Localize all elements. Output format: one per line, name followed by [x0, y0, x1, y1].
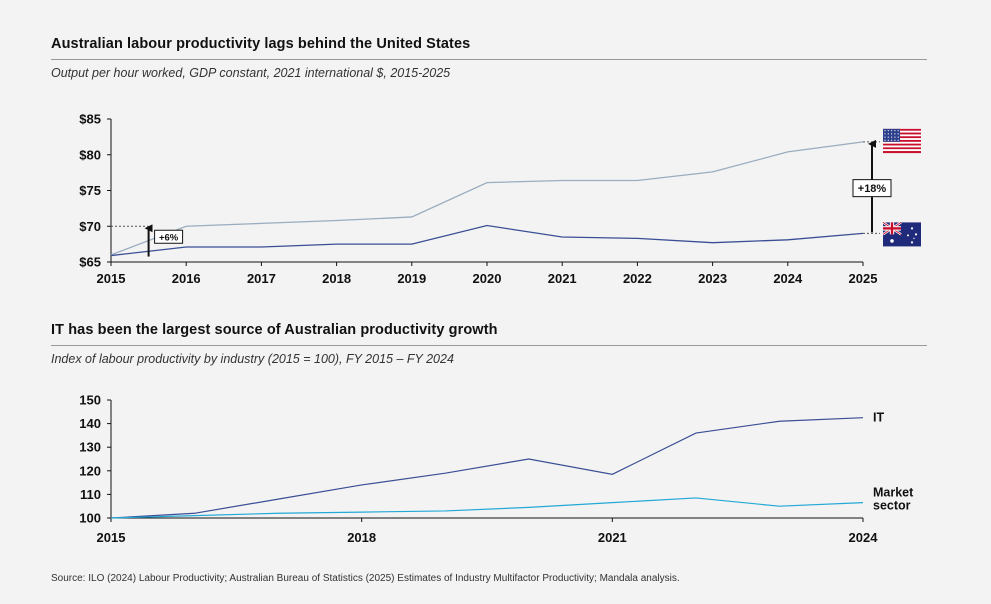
- us-flag-stripe: [883, 151, 921, 154]
- y-tick-label: 130: [79, 440, 101, 455]
- us-flag-stripe: [883, 143, 921, 146]
- chart1-title: Australian labour productivity lags behi…: [51, 36, 471, 52]
- x-tick-label: 2022: [623, 271, 652, 286]
- y-tick-label: $80: [79, 147, 101, 162]
- source-note: Source: ILO (2024) Labour Productivity; …: [51, 573, 680, 584]
- us-flag-stripe: [883, 136, 921, 139]
- us-flag-star: [887, 133, 889, 135]
- us-flag-star: [884, 136, 886, 138]
- australia-flag: [882, 221, 921, 247]
- market-sector-series-line: [110, 497, 864, 519]
- us-flag-stripe: [883, 141, 921, 144]
- y-tick-label: $75: [79, 183, 101, 198]
- us-flag-canton: [883, 128, 900, 142]
- us-series-line: [110, 141, 864, 256]
- industry-index-chart: 100 110 120 130 140 150 2015 2018 2021 2024 IT Mark…: [79, 393, 914, 546]
- x-tick-label: 2017: [247, 271, 276, 286]
- us-flag-star: [891, 133, 893, 135]
- x-tick-label: 2024: [849, 530, 879, 545]
- chart2-subtitle: Index of labour productivity by industry…: [51, 352, 454, 366]
- us-flag-stripe: [883, 145, 921, 148]
- y-tick-label: $85: [79, 112, 101, 127]
- gap-label-box-2025: [852, 179, 892, 198]
- x-tick-label: 2015: [97, 530, 126, 545]
- y-tick-label: $65: [79, 255, 101, 270]
- union-jack-cross-red: [883, 227, 901, 230]
- us-flag-stripe: [883, 149, 921, 152]
- chart2-divider: [51, 345, 927, 346]
- us-flag-stripe: [883, 139, 921, 143]
- y-tick-label: 120: [79, 463, 101, 478]
- us-flag-star: [891, 139, 893, 141]
- australia-flag-star: [907, 234, 909, 237]
- us-flag-star: [891, 136, 893, 138]
- australia-flag-star: [890, 239, 894, 243]
- australia-series-line: [110, 224, 864, 257]
- us-flag-star: [894, 136, 896, 138]
- y-tick-label: 140: [79, 416, 101, 431]
- us-flag-star: [897, 136, 899, 138]
- x-tick-label: 2016: [172, 271, 201, 286]
- us-flag-stripe: [883, 147, 921, 150]
- us-flag-star: [894, 133, 896, 135]
- us-flag-star: [887, 139, 889, 141]
- us-flag-star: [894, 130, 896, 132]
- it-series-label: IT: [873, 411, 884, 425]
- us-flag-star: [894, 139, 896, 141]
- x-tick-label: 2018: [347, 530, 376, 545]
- us-flag-star: [891, 130, 893, 132]
- australia-flag-star: [910, 241, 914, 244]
- market-sector-series-label: Market: [873, 486, 914, 500]
- australia-flag-star: [910, 227, 914, 230]
- us-flag: [883, 128, 921, 154]
- us-flag-star: [884, 139, 886, 141]
- x-tick-label: 2019: [397, 271, 426, 286]
- x-tick-label: 2018: [322, 271, 351, 286]
- market-sector-series-label: sector: [873, 499, 911, 513]
- y-tick-label: 100: [79, 511, 101, 526]
- us-flag-star: [884, 130, 886, 132]
- y-tick-label: 150: [79, 393, 101, 408]
- chart1-subtitle: Output per hour worked, GDP constant, 20…: [51, 66, 451, 80]
- y-tick-label: 110: [80, 487, 101, 502]
- chart2-title: IT has been the largest source of Austra…: [51, 322, 498, 338]
- gap-label-2015: +6%: [159, 232, 179, 243]
- x-tick-label: 2015: [97, 271, 126, 286]
- y-tick-label: $70: [79, 219, 101, 234]
- it-series-line: [110, 417, 864, 519]
- us-flag-stripe: [883, 134, 921, 137]
- x-tick-label: 2025: [849, 271, 878, 286]
- us-flag-star: [897, 130, 899, 132]
- australia-flag-star: [914, 233, 918, 236]
- us-flag-star: [887, 130, 889, 132]
- us-flag-star: [897, 133, 899, 135]
- us-flag-star: [884, 133, 886, 135]
- gap-label-box-2015: [154, 229, 184, 244]
- x-tick-label: 2024: [773, 271, 803, 286]
- productivity-chart: $65 $70 $75 $80 $85 2015 2016 2017 2018 2019 2020 2…: [79, 112, 921, 286]
- x-tick-label: 2021: [548, 271, 577, 286]
- us-flag-stripe: [883, 130, 921, 133]
- us-flag-stripe: [883, 132, 921, 135]
- us-flag-stripe: [883, 128, 921, 131]
- x-tick-label: 2020: [473, 271, 502, 286]
- x-tick-label: 2021: [598, 530, 627, 545]
- australia-flag-star: [913, 237, 915, 240]
- us-flag-stripe: [883, 138, 921, 141]
- us-flag-star: [887, 136, 889, 138]
- us-flag-star: [897, 139, 899, 141]
- chart1-divider: [51, 59, 927, 60]
- gap-label-2025: +18%: [858, 183, 887, 195]
- x-tick-label: 2023: [698, 271, 727, 286]
